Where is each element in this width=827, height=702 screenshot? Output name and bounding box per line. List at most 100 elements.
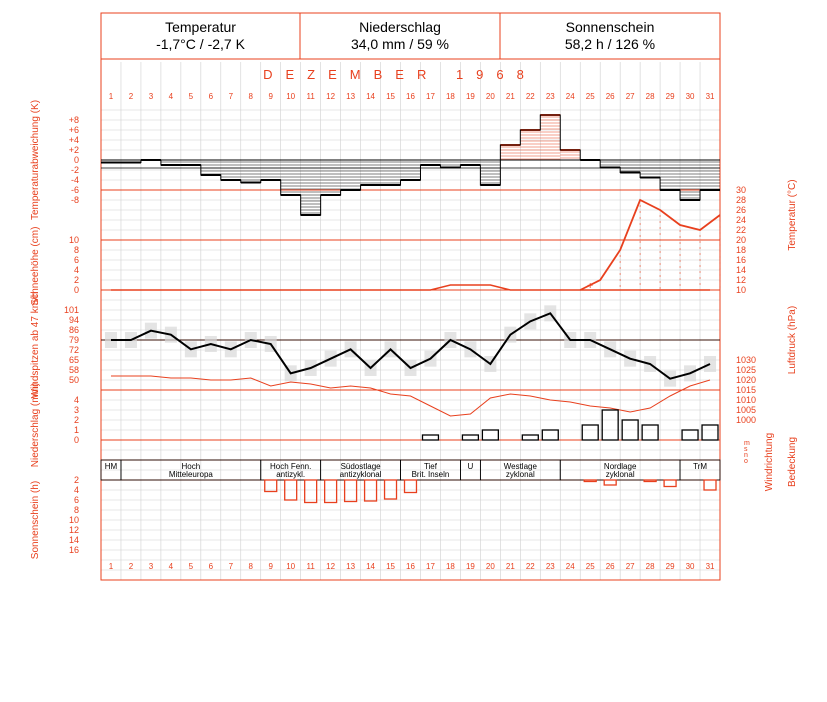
day-label-bottom: 4 (169, 562, 174, 571)
sunshine-bar (663, 479, 677, 488)
day-label-bottom: 18 (446, 562, 455, 571)
temperature-fill-dot (619, 267, 621, 269)
day-label-bottom: 2 (129, 562, 134, 571)
temp-axis-title: Temperatur (°C) (787, 179, 798, 250)
temperature-fill-dot (619, 285, 621, 287)
temperature-fill-dot (719, 220, 721, 222)
precip-axis-title: Niederschlag (mm) (30, 383, 41, 467)
temperature-fill-dot (659, 269, 661, 271)
day-label-bottom: 10 (286, 562, 295, 571)
temperature-fill-dot (719, 226, 721, 228)
temperature-fill-dot (639, 277, 641, 279)
summary-niederschlag: Niederschlag 34,0 mm / 59 % (300, 13, 500, 59)
temperature-fill-dot (719, 244, 721, 246)
temperature-line (579, 198, 721, 291)
temperature-fill-dot (659, 245, 661, 247)
temp-tick: 16 (736, 255, 746, 265)
temperature-fill-dot (699, 283, 701, 285)
precip-bar (701, 424, 719, 441)
precip-tick: 2 (74, 415, 79, 425)
temp-tick: 30 (736, 185, 746, 195)
day-label-bottom: 14 (366, 562, 375, 571)
day-label-top: 19 (466, 92, 475, 101)
pressure-tick: 1000 (736, 415, 756, 425)
day-label-top: 4 (169, 92, 174, 101)
day-label-bottom: 20 (486, 562, 495, 571)
axis-labels: 1122334455667788991010111112121313141415… (30, 92, 798, 571)
day-label-bottom: 22 (526, 562, 535, 571)
tdev-axis-title: Temperaturabweichung (K) (30, 100, 41, 220)
day-label-bottom: 29 (666, 562, 675, 571)
day-label-bottom: 13 (346, 562, 355, 571)
precip-bar (601, 409, 619, 441)
day-label-top: 3 (149, 92, 154, 101)
precip-tick: 1 (74, 425, 79, 435)
temperature-fill-dot (639, 217, 641, 219)
weather-type-label: Nordlage (604, 462, 637, 471)
sun-tick: 10 (69, 515, 79, 525)
precip-bar (541, 429, 559, 441)
summary-niederschlag-label: Niederschlag (359, 19, 441, 35)
wind-tick: 79 (69, 335, 79, 345)
snow-tick: 6 (74, 255, 79, 265)
weather-type-label: HM (105, 462, 118, 471)
summary-sonnenschein: Sonnenschein 58,2 h / 126 % (500, 13, 720, 59)
wind-tick: 72 (69, 345, 79, 355)
winddir-tick: s (744, 446, 748, 453)
temperature-fill-dot (699, 241, 701, 243)
day-label-top: 13 (346, 92, 355, 101)
temp-tick: 14 (736, 265, 746, 275)
wind-tick: 94 (69, 315, 79, 325)
snow-marker: + (587, 281, 593, 292)
temperature-fill-dot (679, 248, 681, 250)
day-label-top: 10 (286, 92, 295, 101)
temp-tick: 12 (736, 275, 746, 285)
pressure-tick: 1030 (736, 355, 756, 365)
day-label-top: 31 (706, 92, 715, 101)
wind-axis-title: Windspitzen ab 47 km/h (30, 292, 41, 399)
tdev-tick: +6 (69, 125, 79, 135)
temperature-fill-dot (659, 233, 661, 235)
temperature-fill-dot (639, 253, 641, 255)
temperature-fill-dot (699, 259, 701, 261)
day-label-top: 26 (606, 92, 615, 101)
temperature-fill-dot (679, 230, 681, 232)
weather-type-desc: Brit. Inseln (412, 470, 450, 479)
summary-sonnenschein-label: Sonnenschein (565, 19, 655, 35)
day-label-bottom: 8 (249, 562, 254, 571)
temperature-fill-dot (639, 241, 641, 243)
tdev-tick: 0 (74, 155, 79, 165)
temperature-fill-dot (639, 223, 641, 225)
weather-type-desc: antizykl. (276, 470, 305, 479)
temperature-fill-dot (699, 265, 701, 267)
temperature-fill-dot (659, 221, 661, 223)
wind-tick: 65 (69, 355, 79, 365)
sunshine-bar (284, 479, 298, 501)
day-label-bottom: 11 (307, 562, 316, 571)
temperature-fill-dot (659, 239, 661, 241)
day-label-bottom: 9 (268, 562, 273, 571)
temperature-fill-dot (699, 235, 701, 237)
precip-bar (521, 434, 539, 441)
temperature-fill-dot (679, 242, 681, 244)
temperature-fill-dot (639, 247, 641, 249)
temperature-fill-dot (659, 215, 661, 217)
day-label-bottom: 26 (606, 562, 615, 571)
wind-tick: 86 (69, 325, 79, 335)
sun-tick: 2 (74, 475, 79, 485)
temperature-fill-dot (639, 265, 641, 267)
sun-tick: 16 (69, 545, 79, 555)
tdev-tick: -4 (71, 175, 79, 185)
temperature-fill-dot (619, 279, 621, 281)
day-label-top: 21 (506, 92, 515, 101)
winddir-tick: o (744, 458, 748, 465)
day-label-bottom: 28 (646, 562, 655, 571)
day-label-bottom: 16 (406, 562, 415, 571)
wind-tick: 58 (69, 365, 79, 375)
pressure-tick: 1005 (736, 405, 756, 415)
summary-niederschlag-value: 34,0 mm / 59 % (350, 36, 450, 52)
sunshine-bar (403, 479, 418, 494)
weather-type-label: Hoch Fenn. (270, 462, 311, 471)
sunshine-bar (304, 479, 318, 504)
precip-bar (481, 429, 500, 441)
